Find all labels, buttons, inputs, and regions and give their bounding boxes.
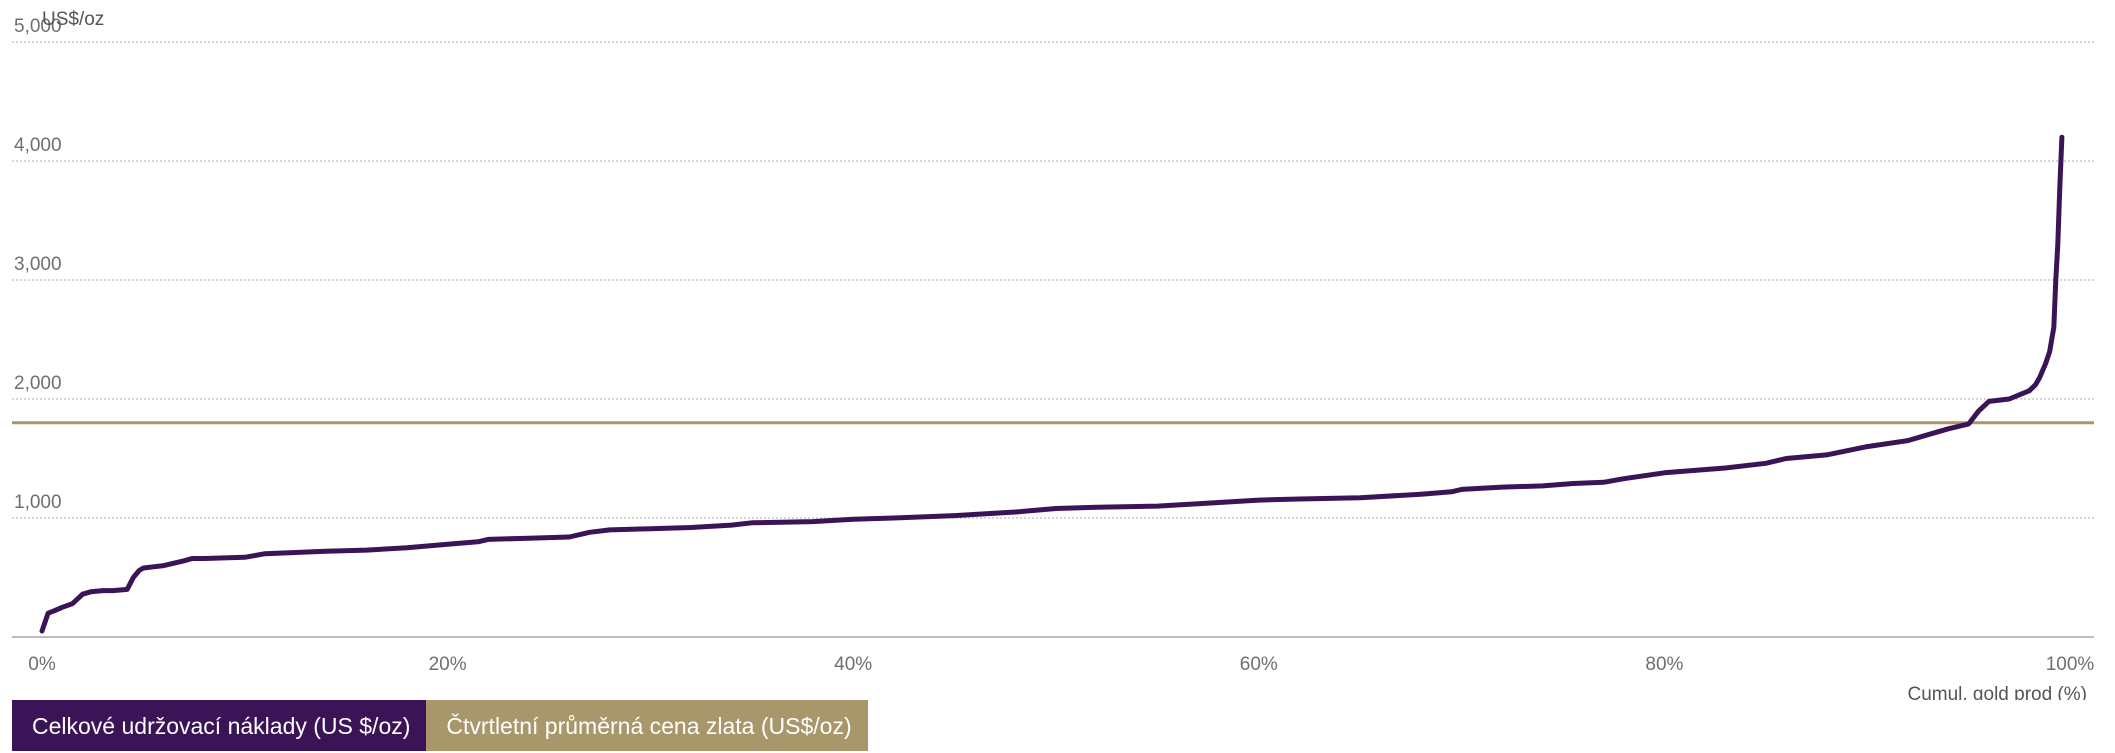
- x-tick-label: 0%: [28, 654, 56, 675]
- y-tick-label: 1,000: [14, 492, 62, 513]
- y-tick-label: 3,000: [14, 254, 62, 275]
- y-tick-label: 2,000: [14, 373, 62, 394]
- x-tick-label: 80%: [1645, 654, 1683, 675]
- cost-curve-chart: 1,000 2,000 3,000 4,000 5,000 0% 20% 40% 60% 80%…: [12, 9, 2094, 700]
- x-tick-label: 60%: [1240, 654, 1278, 675]
- sustaining-cost-line: [39, 134, 2065, 634]
- legend-item-sustaining-cost[interactable]: Celkové udržovací náklady (US $/oz): [12, 700, 427, 751]
- y-axis-unit-label: US$/oz: [42, 9, 104, 30]
- legend: Celkové udržovací náklady (US $/oz) Čtvr…: [12, 700, 868, 751]
- x-tick-label: 20%: [429, 654, 467, 675]
- x-tick-label: 100%: [2046, 654, 2095, 675]
- x-axis-title: Cumul. gold prod (%): [1907, 684, 2087, 700]
- y-tick-label: 5,000: [14, 16, 62, 37]
- gridlines: [12, 41, 2094, 519]
- legend-item-gold-price[interactable]: Čtvrtletní průměrná cena zlata (US$/oz): [426, 700, 868, 751]
- x-tick-label: 40%: [834, 654, 872, 675]
- series-layer: [12, 134, 2094, 634]
- x-axis-tick-labels: 0% 20% 40% 60% 80% 100%: [28, 654, 2094, 675]
- y-tick-label: 4,000: [14, 135, 62, 156]
- y-axis-tick-labels: 1,000 2,000 3,000 4,000 5,000: [14, 16, 62, 513]
